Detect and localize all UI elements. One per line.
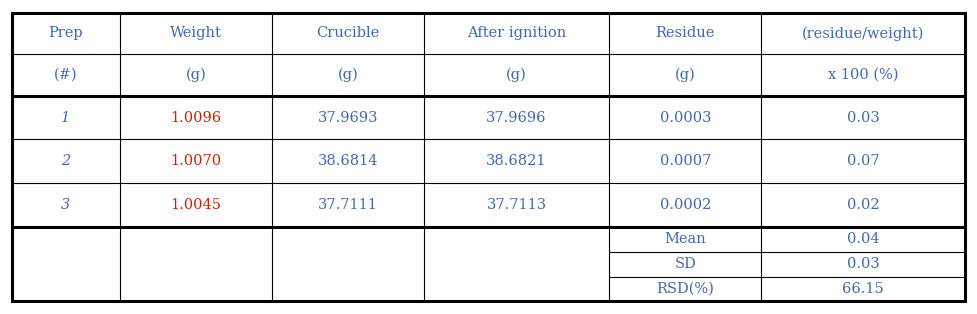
Text: (residue/weight): (residue/weight) — [802, 26, 924, 41]
Text: 0.07: 0.07 — [847, 154, 879, 168]
Text: 37.9693: 37.9693 — [318, 111, 378, 125]
Text: 37.9696: 37.9696 — [487, 111, 547, 125]
Text: (g): (g) — [675, 68, 696, 82]
Text: 0.02: 0.02 — [847, 198, 879, 212]
Text: (#): (#) — [54, 68, 77, 82]
Text: Mean: Mean — [664, 232, 706, 246]
Text: RSD(%): RSD(%) — [657, 282, 714, 296]
Text: (g): (g) — [506, 68, 527, 82]
Text: 0.0003: 0.0003 — [659, 111, 711, 125]
Text: x 100 (%): x 100 (%) — [828, 68, 899, 82]
Text: Residue: Residue — [656, 26, 715, 40]
Text: 66.15: 66.15 — [842, 282, 884, 296]
Text: 1.0045: 1.0045 — [170, 198, 222, 212]
Text: 1.0096: 1.0096 — [170, 111, 222, 125]
Text: 38.6821: 38.6821 — [487, 154, 547, 168]
Text: Prep: Prep — [49, 26, 83, 40]
Text: 37.7111: 37.7111 — [318, 198, 378, 212]
Text: 2: 2 — [62, 154, 70, 168]
Text: 38.6814: 38.6814 — [318, 154, 378, 168]
Text: (g): (g) — [338, 68, 359, 82]
Text: 0.0002: 0.0002 — [659, 198, 711, 212]
Text: Crucible: Crucible — [317, 26, 380, 40]
Text: SD: SD — [674, 257, 697, 271]
Text: 0.03: 0.03 — [847, 257, 879, 271]
Text: Weight: Weight — [170, 26, 222, 40]
Text: 3: 3 — [62, 198, 70, 212]
Text: 0.0007: 0.0007 — [659, 154, 711, 168]
Text: 1.0070: 1.0070 — [170, 154, 222, 168]
Text: 0.04: 0.04 — [847, 232, 879, 246]
Text: 37.7113: 37.7113 — [487, 198, 547, 212]
Text: 0.03: 0.03 — [847, 111, 879, 125]
Text: 1: 1 — [62, 111, 70, 125]
Text: After ignition: After ignition — [467, 26, 567, 40]
Text: (g): (g) — [186, 68, 206, 82]
